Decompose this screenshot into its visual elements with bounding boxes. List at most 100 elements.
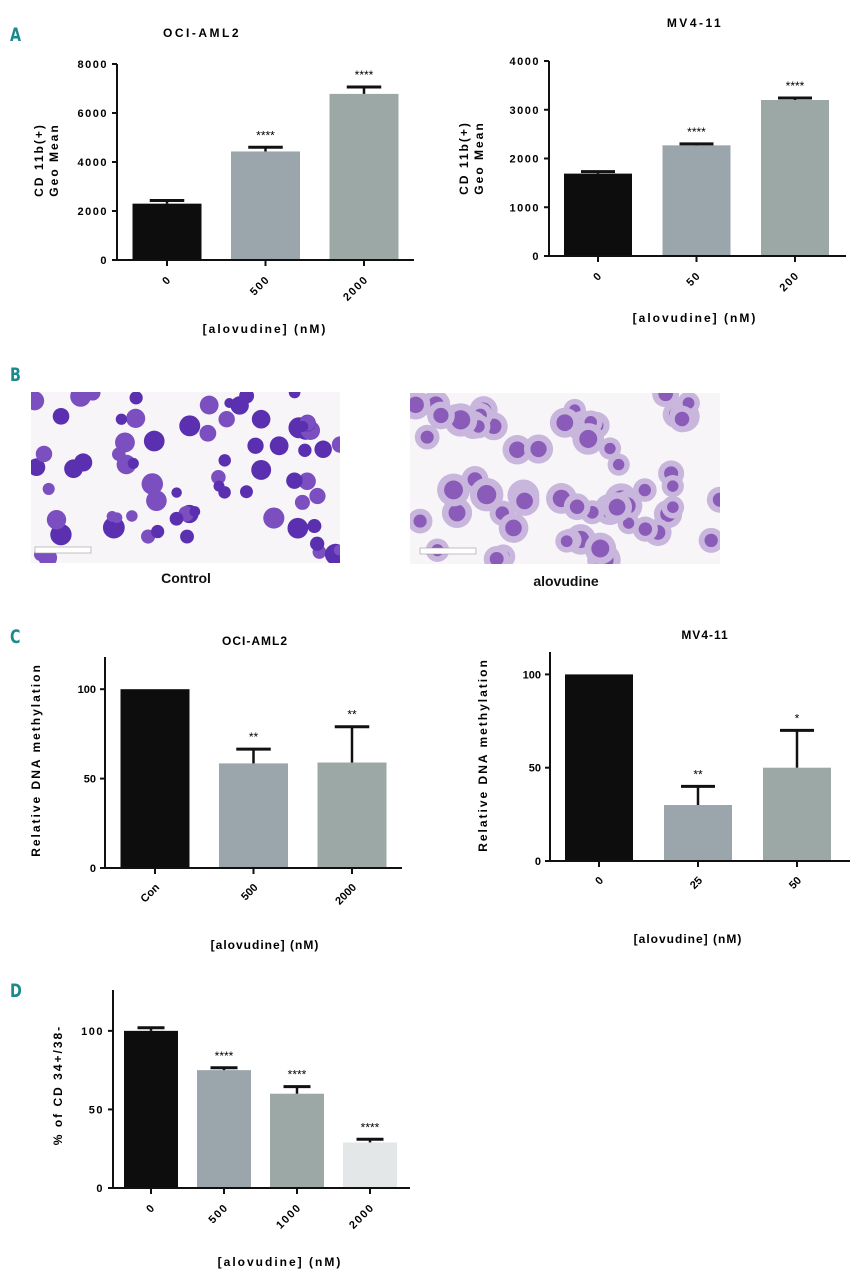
cell-nucleus <box>31 458 46 477</box>
cell-nucleus <box>52 407 70 425</box>
x-tick-label: 0 <box>144 1202 158 1216</box>
cell-nucleus <box>127 457 139 469</box>
scale-bar <box>34 546 92 554</box>
x-tick-label: 0 <box>591 270 605 284</box>
significance-label: **** <box>256 128 275 142</box>
y-tick-label: 50 <box>529 763 541 775</box>
cell-nucleus <box>287 517 309 539</box>
y-tick-label: 50 <box>84 774 96 786</box>
cell-nucleus <box>314 440 332 459</box>
bar-0 <box>565 674 633 860</box>
y-tick-label: 50 <box>89 1104 104 1116</box>
bar-2000 <box>343 1142 397 1187</box>
y-tick-label: 100 <box>78 684 96 696</box>
cell-nucleus <box>171 487 182 498</box>
x-tick-label: 0 <box>160 274 174 288</box>
x-tick-label: 0 <box>593 875 606 888</box>
significance-label: **** <box>215 1049 234 1063</box>
cell-nucleus <box>509 441 526 458</box>
micrograph-control <box>31 392 340 563</box>
cell-nucleus <box>516 492 533 510</box>
cell-nucleus <box>667 480 679 492</box>
y-tick-label: 0 <box>532 251 540 263</box>
y-tick-label: 3000 <box>510 105 540 117</box>
y-axis-label: Relative DNA methylation <box>476 658 490 852</box>
cell-nucleus <box>476 485 497 505</box>
y-tick-label: 1000 <box>510 202 540 214</box>
cell-nucleus <box>505 519 522 537</box>
y-axis-label: % of CD 34+/38- <box>51 1025 65 1145</box>
significance-label: ** <box>249 730 259 744</box>
cell-nucleus <box>169 511 184 526</box>
cell-nucleus <box>410 396 424 414</box>
bar-0 <box>124 1030 178 1187</box>
cell-nucleus <box>309 487 326 505</box>
cell-nucleus <box>420 430 434 444</box>
cell-nucleus <box>240 485 253 499</box>
cell-nucleus <box>126 510 138 522</box>
cell-nucleus <box>331 436 340 453</box>
y-tick-label: 0 <box>535 856 541 868</box>
cell-nucleus <box>111 512 123 524</box>
cell-nucleus <box>307 519 322 534</box>
bar-2000 <box>329 93 399 259</box>
cell-nucleus <box>556 414 574 432</box>
y-tick-label: 4000 <box>78 157 108 169</box>
cell-nucleus <box>151 524 165 539</box>
cell-nucleus <box>46 510 67 530</box>
cell-nucleus <box>115 432 135 453</box>
caption-control: Control <box>161 570 211 586</box>
cell-nucleus <box>143 430 165 452</box>
cell-nucleus <box>448 504 466 522</box>
significance-label: ** <box>347 708 357 722</box>
cell-nucleus <box>42 482 55 495</box>
cell-nucleus <box>451 410 471 430</box>
y-tick-label: 0 <box>96 1183 104 1195</box>
cell-nucleus <box>530 440 547 458</box>
y-tick-label: 100 <box>81 1026 104 1038</box>
cell-nucleus <box>141 473 164 495</box>
y-tick-label: 6000 <box>78 108 108 120</box>
cell-nucleus <box>560 535 573 548</box>
bar-500 <box>231 151 300 259</box>
cell-nucleus <box>269 436 289 456</box>
cell-nucleus <box>298 472 316 491</box>
cell-nucleus <box>126 408 146 428</box>
y-tick-label: 2000 <box>510 154 540 166</box>
x-tick-label: 50 <box>684 270 703 289</box>
cell-nucleus <box>682 397 695 410</box>
bar-500 <box>197 1070 251 1187</box>
x-tick-label: 2000 <box>347 1202 377 1232</box>
cell-nucleus <box>638 483 651 497</box>
significance-label: ** <box>693 767 703 781</box>
bar-200 <box>761 100 829 255</box>
cell-nucleus <box>613 458 625 471</box>
bar-50 <box>662 145 731 255</box>
cell-nucleus <box>218 454 231 467</box>
significance-label: **** <box>786 79 805 93</box>
cell-nucleus <box>310 536 325 551</box>
cell-nucleus <box>111 522 122 533</box>
cell-nucleus <box>667 501 679 514</box>
scale-bar <box>419 547 477 555</box>
cell-nucleus <box>146 490 167 512</box>
x-tick-label: 500 <box>248 274 273 299</box>
x-axis-label: [alovudine] (nM) <box>634 932 743 946</box>
cell-nucleus <box>608 498 626 516</box>
cell-nucleus <box>268 508 283 523</box>
bar-50 <box>763 767 831 860</box>
y-tick-label: 8000 <box>78 59 108 71</box>
bar-1000 <box>270 1093 324 1187</box>
cell-nucleus <box>211 470 226 485</box>
significance-label: **** <box>355 68 374 82</box>
bar-25 <box>664 805 732 860</box>
y-tick-label: 2000 <box>78 206 108 218</box>
cell-nucleus <box>604 442 616 455</box>
cell-nucleus <box>591 539 610 558</box>
x-tick-label: 2000 <box>341 274 371 304</box>
micrograph-alovudine <box>410 393 720 564</box>
cell-nucleus <box>74 453 93 472</box>
significance-label: **** <box>288 1068 307 1082</box>
